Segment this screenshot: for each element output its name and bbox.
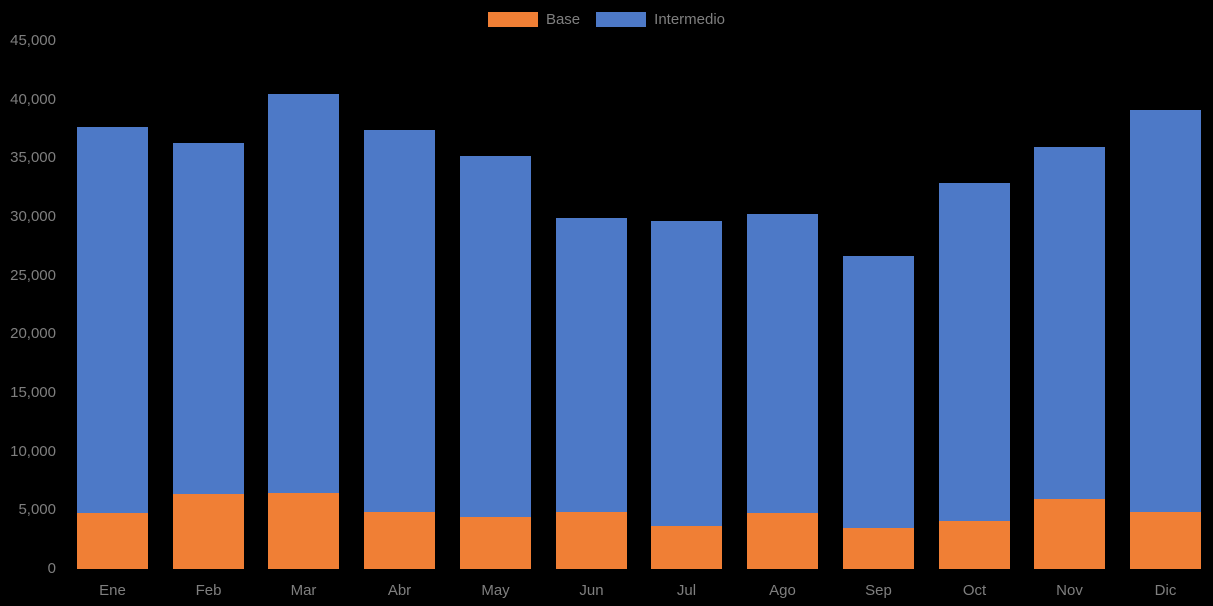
bar-column-ago [747,41,818,569]
bar-column-oct [939,41,1010,569]
legend-label-intermedio: Intermedio [654,11,726,28]
x-axis-tick-label: Oct [962,582,987,599]
x-axis-tick-label: Abr [387,582,412,599]
bar-segment-base-feb [173,493,244,569]
y-axis-tick-label: 10,000 [10,442,56,460]
bar-segment-base-nov [1034,498,1105,569]
x-axis-tick-label: Feb [195,582,222,599]
y-axis-tick-label: 35,000 [10,149,56,167]
bar-column-dic [1130,41,1201,569]
bar-segment-base-sep [843,527,914,569]
legend-swatch-intermedio-icon [596,12,647,27]
bar-segment-base-dic [1130,511,1201,569]
bar-column-may [460,41,531,569]
bar-segment-base-abr [364,511,435,569]
legend-item-intermedio: Intermedio [596,11,725,28]
legend-label-base: Base [545,11,581,28]
x-axis-tick-label: May [481,582,510,599]
y-axis-tick-label: 20,000 [10,325,56,343]
bar-segment-intermedio-may [460,156,531,518]
x-axis-tick-label: Ago [769,582,796,599]
bar-segment-intermedio-feb [173,143,244,494]
x-axis-tick-label: Ene [99,582,126,599]
bar-column-ene [77,41,148,569]
y-axis-tick-label: 15,000 [10,384,56,401]
x-axis-tick-label: Dic [1154,582,1177,599]
bar-segment-intermedio-dic [1130,110,1201,512]
bar-segment-intermedio-mar [268,93,339,493]
bar-column-abr [364,41,435,569]
chart-legend: Base Intermedio [0,11,1213,28]
y-axis-tick-label: 25,000 [10,266,56,284]
bar-segment-base-jun [556,511,627,569]
bar-segment-intermedio-ene [77,126,148,513]
bar-segment-base-ago [747,512,818,569]
bar-column-mar [268,41,339,569]
y-axis-tick-label: 45,000 [10,32,56,49]
bar-column-jun [556,41,627,569]
bar-segment-base-may [460,517,531,569]
bar-column-feb [173,41,244,569]
x-axis-tick-label: Nov [1056,582,1083,599]
x-axis-tick-label: Jul [676,582,697,599]
y-axis-tick-label: 0 [47,560,56,577]
bar-segment-base-oct [939,520,1010,569]
legend-item-base: Base [487,11,581,28]
y-axis: 0 5,000 10,000 15,000 20,000 25,000 30,000 35,0… [0,0,56,606]
bar-segment-intermedio-oct [939,183,1010,521]
y-axis-tick-label: 5,000 [18,501,56,519]
bar-segment-intermedio-abr [364,130,435,512]
bar-column-nov [1034,41,1105,569]
bar-segment-base-mar [268,492,339,569]
bar-segment-intermedio-sep [843,255,914,528]
x-axis-tick-label: Mar [290,582,317,599]
y-axis-tick-label: 30,000 [10,208,56,225]
x-axis-tick-label: Jun [579,582,604,599]
bar-segment-base-jul [651,525,722,569]
bar-segment-base-ene [77,512,148,569]
bar-segment-intermedio-nov [1034,146,1105,499]
bar-column-jul [651,41,722,569]
bar-segment-intermedio-jun [556,218,627,512]
bar-segment-intermedio-ago [747,213,818,513]
legend-swatch-base-icon [487,12,538,27]
x-axis-tick-label: Sep [865,582,892,599]
y-axis-tick-label: 40,000 [10,90,56,108]
bar-column-sep [843,41,914,569]
bar-segment-intermedio-jul [651,220,722,526]
